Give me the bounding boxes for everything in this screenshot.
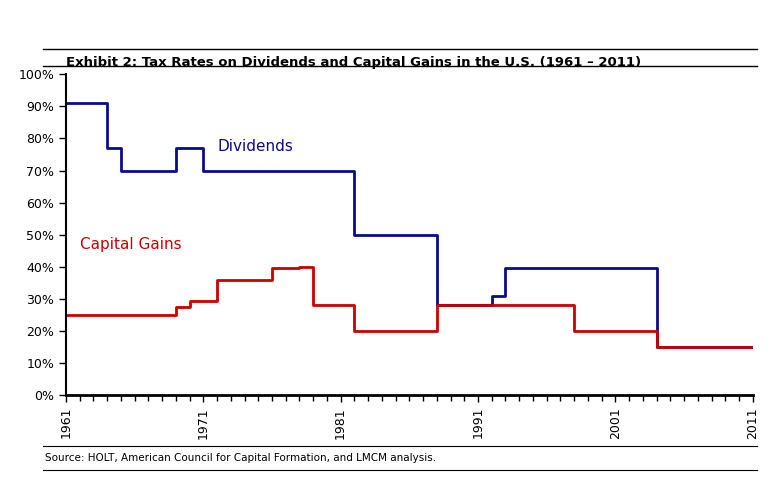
Text: Exhibit 2: Tax Rates on Dividends and Capital Gains in the U.S. (1961 – 2011): Exhibit 2: Tax Rates on Dividends and Ca… [66,56,641,69]
Text: Dividends: Dividends [217,139,293,154]
Text: Source: HOLT, American Council for Capital Formation, and LMCM analysis.: Source: HOLT, American Council for Capit… [45,454,436,463]
Text: Capital Gains: Capital Gains [80,237,182,252]
